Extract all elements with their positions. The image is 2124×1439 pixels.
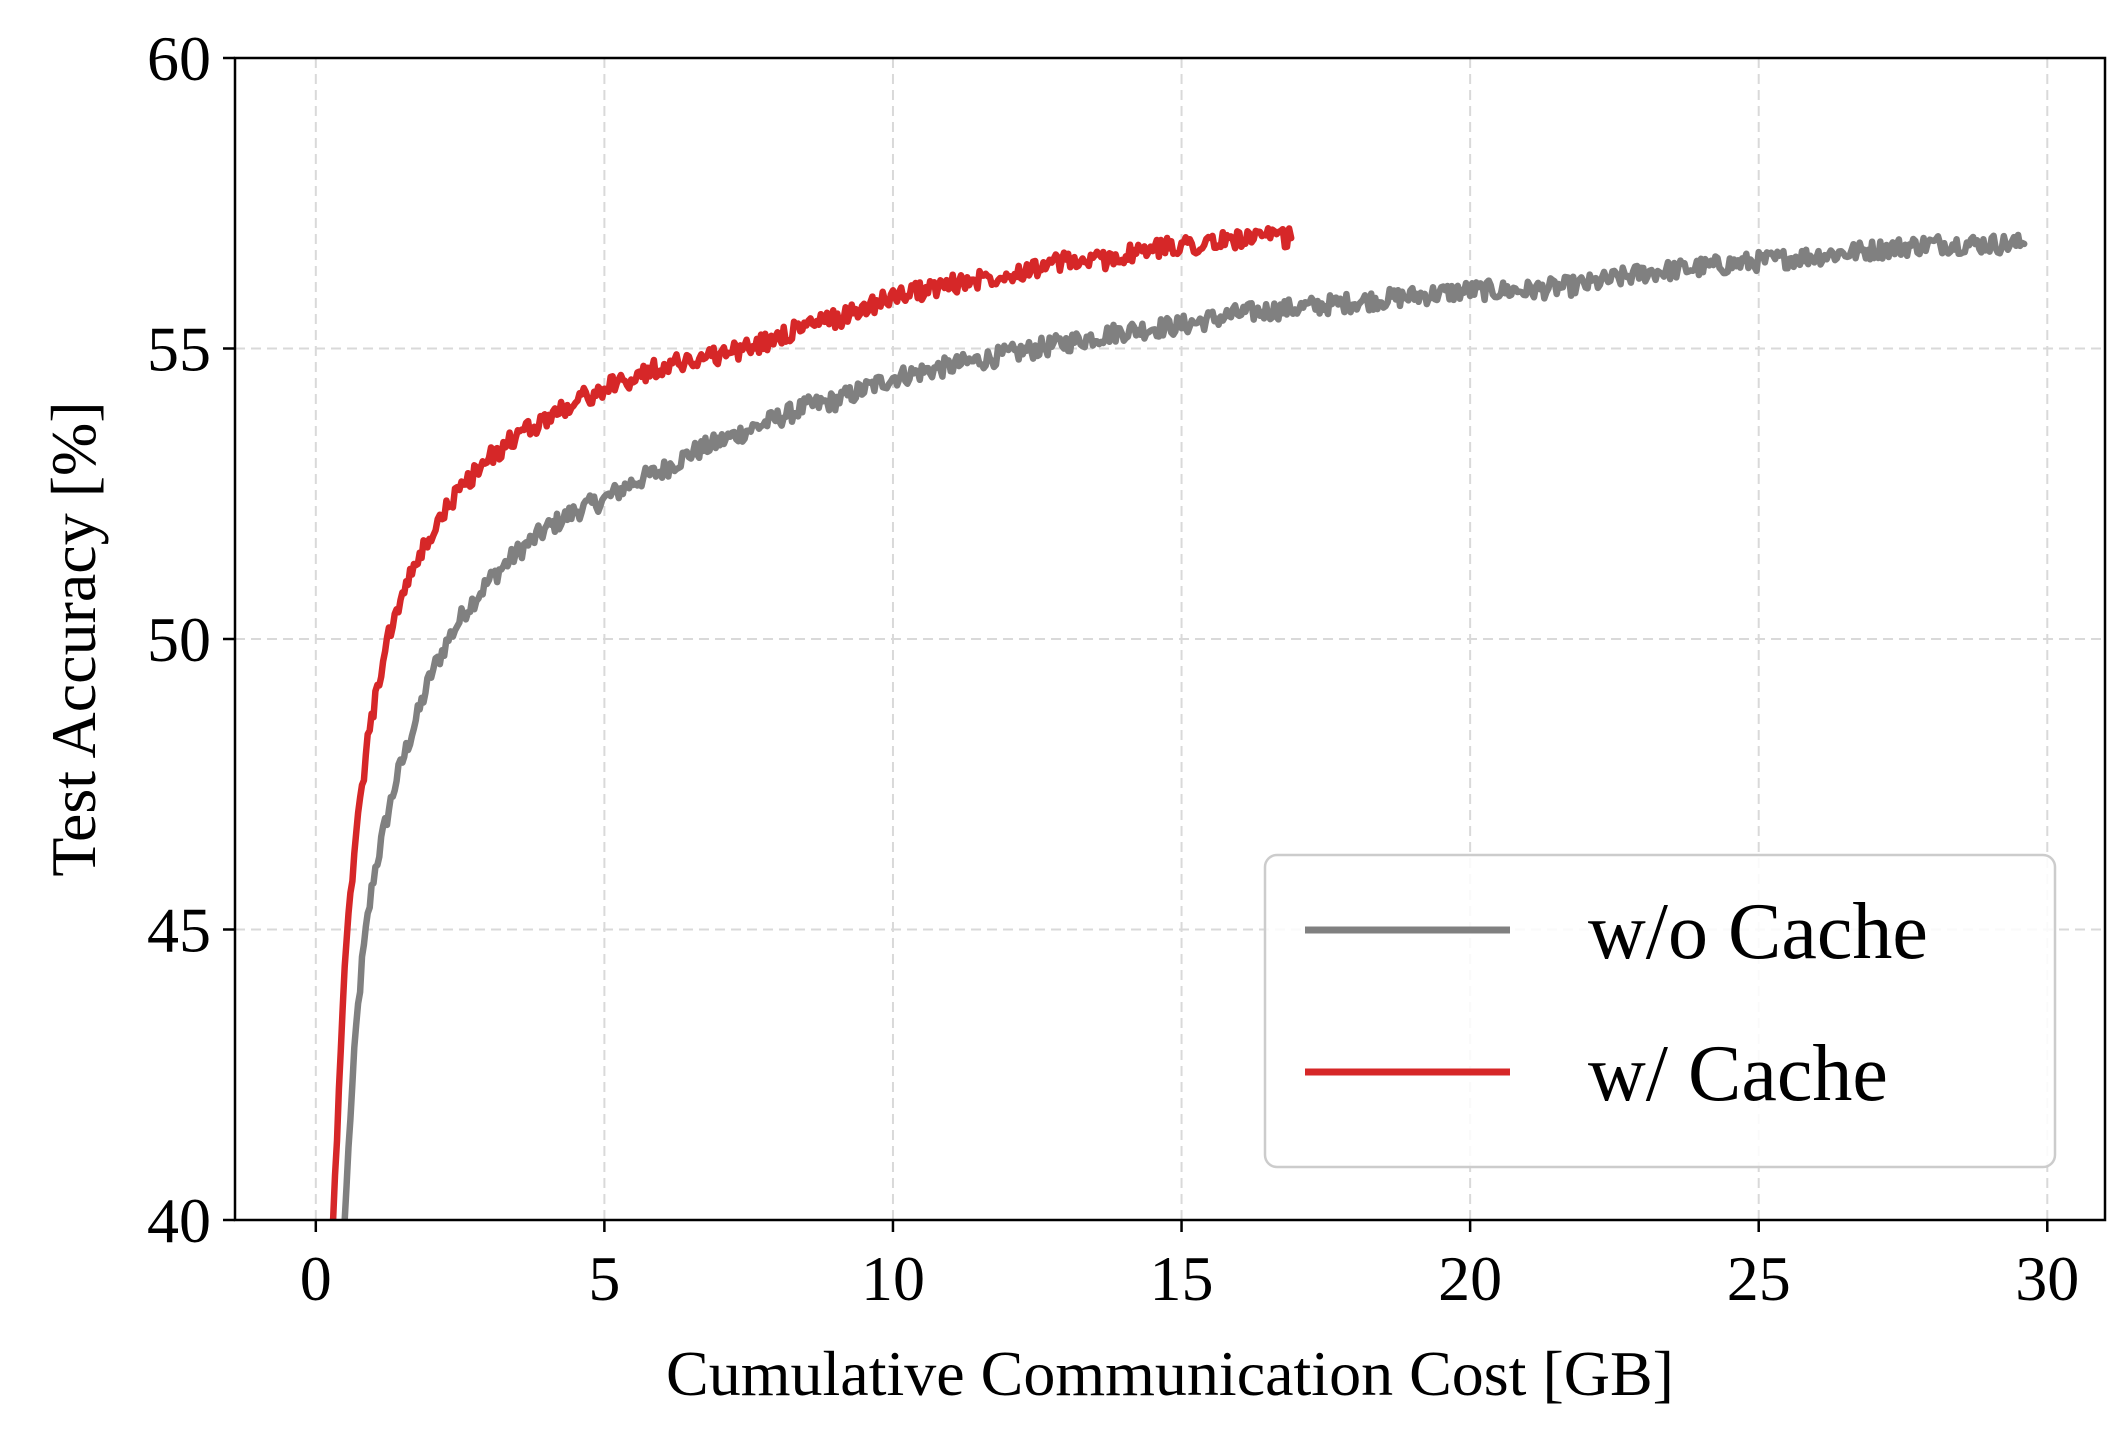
x-axis-label: Cumulative Communication Cost [GB]: [666, 1338, 1674, 1409]
x-tick-label: 15: [1150, 1243, 1214, 1314]
series-line-wo-cache: [341, 231, 2028, 1220]
x-tick-label: 20: [1438, 1243, 1502, 1314]
x-tick-label: 5: [588, 1243, 620, 1314]
x-tick-label: 10: [861, 1243, 925, 1314]
x-tick-label: 25: [1727, 1243, 1791, 1314]
y-tick-label: 45: [147, 895, 211, 966]
y-tick-label: 60: [147, 23, 211, 94]
y-tick-label: 55: [147, 314, 211, 385]
y-axis-label: Test Accuracy [%]: [38, 401, 109, 876]
y-tick-label: 50: [147, 604, 211, 675]
y-tick-label: 40: [147, 1185, 211, 1256]
legend-label-w-cache: w/ Cache: [1588, 1030, 1888, 1118]
x-tick-label: 0: [300, 1243, 332, 1314]
legend-label-wo-cache: w/o Cache: [1588, 888, 1928, 976]
legend: w/o Cache w/ Cache: [1263, 853, 2057, 1169]
x-tick-label: 30: [2015, 1243, 2079, 1314]
series-lines: [329, 225, 2028, 1220]
axis-ticks: 0 5 10 15 20 25 30 40 45 50 55 60: [147, 23, 2079, 1314]
series-line-w-cache: [329, 225, 1295, 1220]
